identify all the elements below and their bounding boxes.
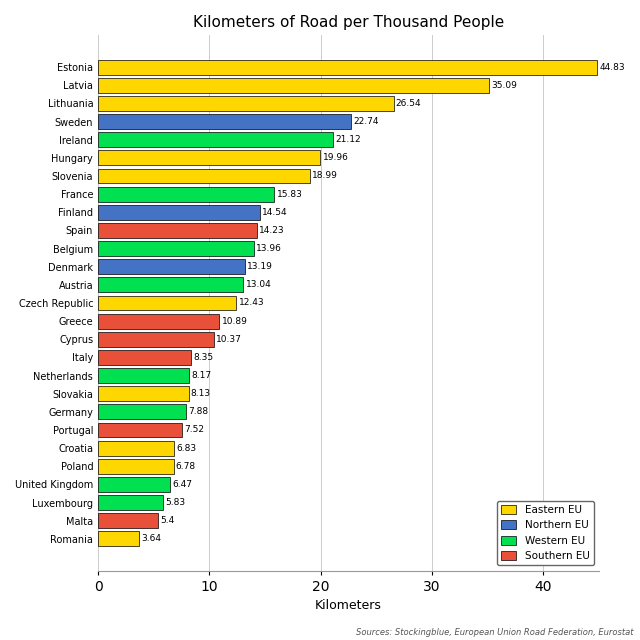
Text: 14.23: 14.23 [259, 226, 284, 235]
Text: 12.43: 12.43 [239, 298, 264, 307]
Bar [98, 187, 275, 202]
Text: 8.35: 8.35 [193, 353, 213, 362]
Text: 5.83: 5.83 [165, 498, 186, 507]
Text: 5.4: 5.4 [161, 516, 175, 525]
Bar [98, 477, 170, 492]
Text: 3.64: 3.64 [141, 534, 161, 543]
Bar [98, 350, 191, 365]
Bar [98, 495, 163, 510]
Text: 14.54: 14.54 [262, 208, 288, 217]
Bar [98, 422, 182, 437]
Bar [98, 441, 174, 456]
Text: 19.96: 19.96 [323, 154, 348, 163]
Text: 22.74: 22.74 [353, 117, 379, 126]
Bar [98, 296, 236, 310]
Bar [98, 168, 310, 184]
Legend: Eastern EU, Northern EU, Western EU, Southern EU: Eastern EU, Northern EU, Western EU, Sou… [497, 500, 594, 565]
Text: 8.17: 8.17 [191, 371, 211, 380]
Title: Kilometers of Road per Thousand People: Kilometers of Road per Thousand People [193, 15, 504, 30]
Bar [98, 314, 220, 328]
Bar [98, 259, 245, 274]
Bar [98, 60, 597, 74]
Text: 44.83: 44.83 [600, 63, 625, 72]
Bar [98, 513, 158, 528]
Bar [98, 205, 260, 220]
Text: 26.54: 26.54 [396, 99, 421, 108]
Bar [98, 387, 189, 401]
Text: 6.78: 6.78 [176, 462, 196, 471]
Bar [98, 150, 320, 165]
Text: 15.83: 15.83 [276, 189, 303, 198]
Text: 13.96: 13.96 [256, 244, 282, 253]
Bar [98, 223, 257, 238]
Bar [98, 78, 489, 93]
Bar [98, 277, 243, 292]
Bar [98, 132, 333, 147]
Bar [98, 368, 189, 383]
Bar [98, 531, 139, 547]
Bar [98, 332, 214, 347]
Bar [98, 404, 186, 419]
Text: 35.09: 35.09 [491, 81, 517, 90]
Bar [98, 114, 351, 129]
Text: 18.99: 18.99 [312, 172, 338, 180]
Bar [98, 241, 253, 256]
Text: 13.04: 13.04 [246, 280, 271, 289]
X-axis label: Kilometers: Kilometers [315, 599, 382, 612]
Bar [98, 459, 173, 474]
Text: 8.13: 8.13 [191, 389, 211, 398]
Text: 21.12: 21.12 [335, 135, 361, 144]
Text: Sources: Stockingblue, European Union Road Federation, Eurostat: Sources: Stockingblue, European Union Ro… [356, 628, 634, 637]
Text: 10.89: 10.89 [221, 317, 248, 326]
Text: 6.83: 6.83 [177, 444, 196, 452]
Text: 13.19: 13.19 [247, 262, 273, 271]
Bar [98, 96, 394, 111]
Text: 7.52: 7.52 [184, 426, 204, 435]
Text: 6.47: 6.47 [172, 480, 193, 489]
Text: 10.37: 10.37 [216, 335, 242, 344]
Text: 7.88: 7.88 [188, 407, 208, 417]
